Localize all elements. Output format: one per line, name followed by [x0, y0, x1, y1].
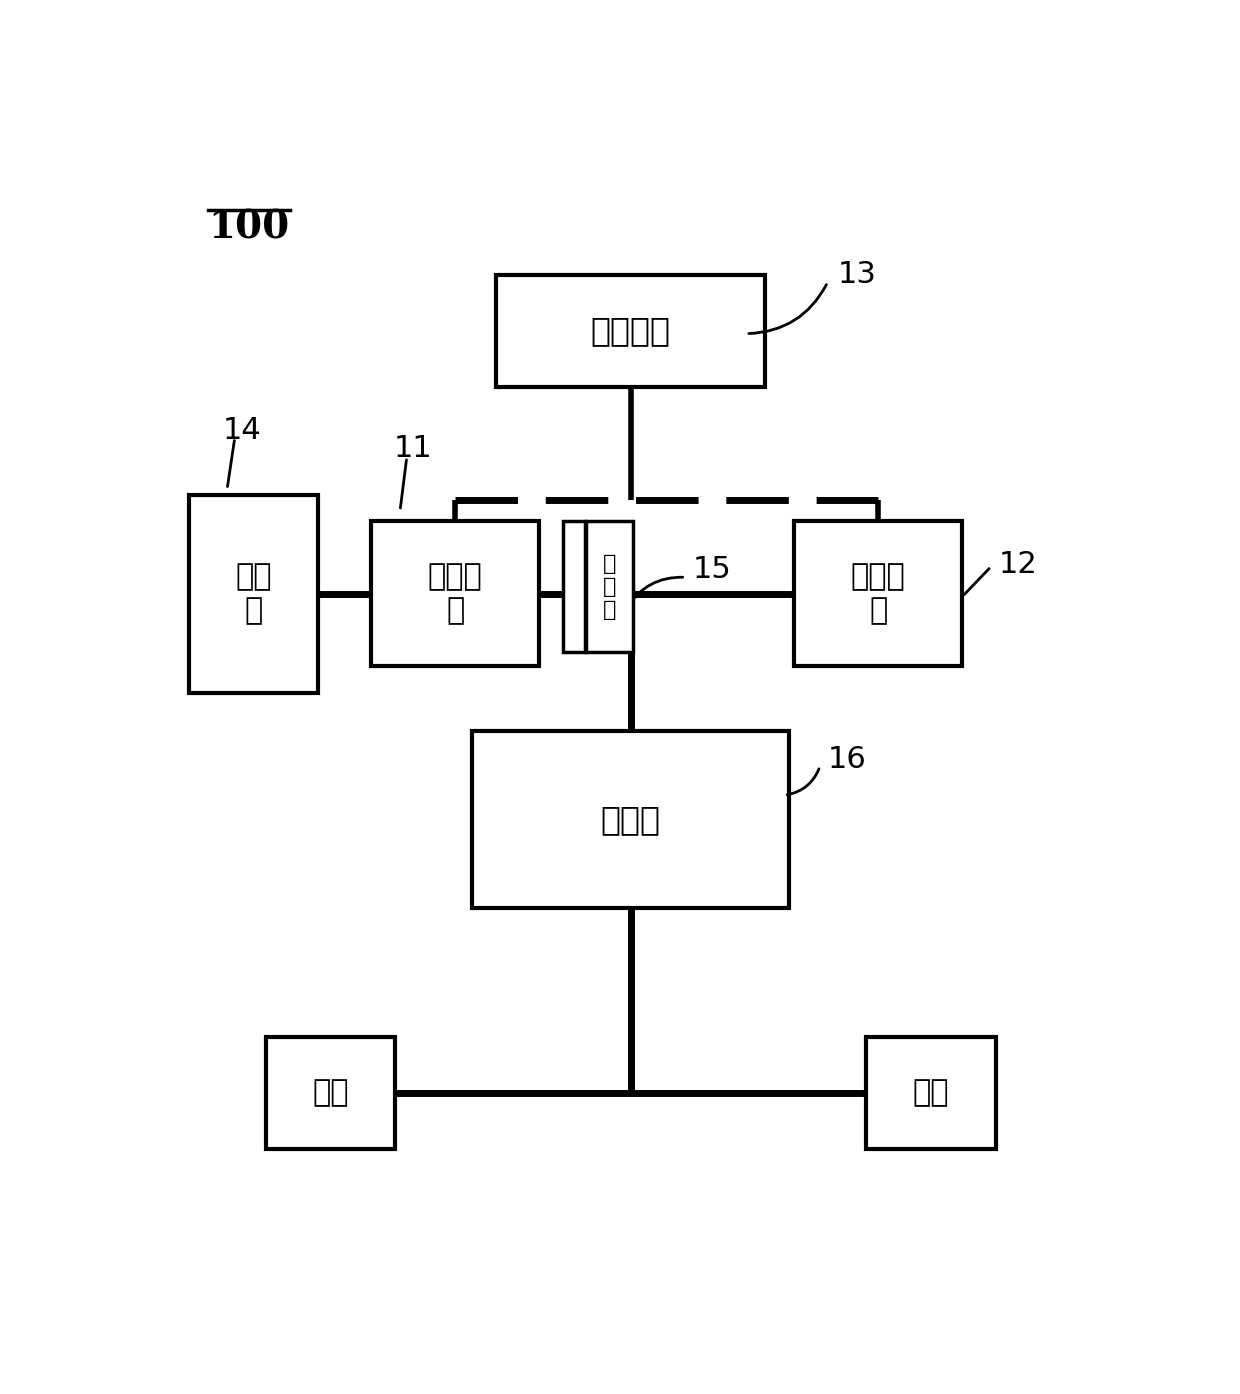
Text: 车轮: 车轮 [312, 1079, 348, 1108]
Text: 100: 100 [208, 208, 289, 247]
Text: 变速器: 变速器 [600, 803, 661, 836]
Bar [866, 1037, 996, 1150]
Text: 第二电
机: 第二电 机 [851, 563, 905, 626]
Text: 13: 13 [837, 261, 877, 289]
Text: 离
合
器: 离 合 器 [603, 553, 616, 620]
Text: 第一电
机: 第一电 机 [428, 563, 482, 626]
Bar [371, 521, 539, 666]
Bar [472, 730, 789, 907]
Bar [794, 521, 962, 666]
Bar [265, 1037, 396, 1150]
Text: 12: 12 [998, 549, 1038, 579]
Bar [496, 275, 765, 388]
Text: 发动
机: 发动 机 [236, 563, 272, 626]
Text: 14: 14 [222, 415, 260, 445]
Bar [587, 521, 632, 652]
Text: 16: 16 [828, 746, 867, 774]
Text: 动力电池: 动力电池 [590, 315, 671, 347]
Text: 车轮: 车轮 [913, 1079, 950, 1108]
Bar [563, 521, 584, 652]
Bar [188, 495, 319, 693]
Text: 11: 11 [393, 434, 432, 463]
Text: 15: 15 [693, 555, 732, 584]
